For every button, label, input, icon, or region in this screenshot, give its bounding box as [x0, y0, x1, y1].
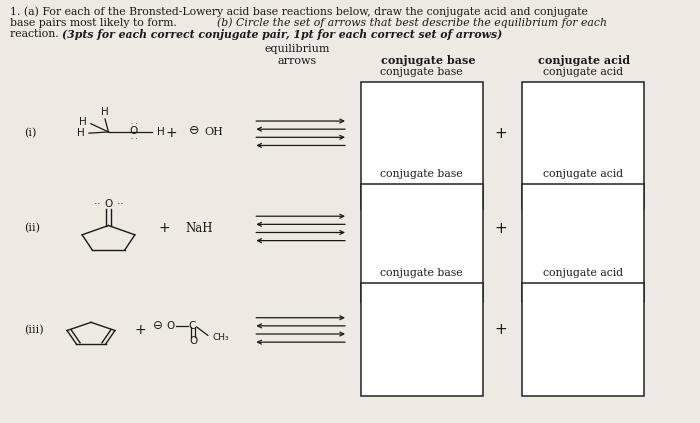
Text: base pairs most likely to form.: base pairs most likely to form. — [10, 18, 188, 28]
Text: NaH: NaH — [186, 222, 213, 235]
Bar — [522, 184, 644, 302]
Text: conjugate acid: conjugate acid — [538, 55, 631, 66]
Text: · ·: · · — [131, 136, 137, 142]
Text: O: O — [166, 321, 174, 331]
Text: OH: OH — [204, 127, 223, 137]
Text: O: O — [189, 335, 197, 346]
Text: ·: · — [94, 199, 98, 209]
Text: conjugate acid: conjugate acid — [542, 268, 623, 278]
Text: conjugate acid: conjugate acid — [542, 67, 623, 77]
Text: ·: · — [119, 199, 123, 209]
Text: ·: · — [116, 199, 120, 209]
Bar — [522, 283, 644, 396]
Bar — [522, 82, 644, 209]
Text: +: + — [134, 323, 146, 337]
Text: +: + — [494, 322, 507, 338]
Text: conjugate base: conjugate base — [380, 169, 463, 179]
Bar — [360, 82, 483, 209]
Text: H: H — [157, 127, 164, 137]
Text: CH₃: CH₃ — [212, 333, 229, 342]
Text: (3pts for each correct conjugate pair, 1pt for each correct set of arrows): (3pts for each correct conjugate pair, 1… — [62, 29, 502, 40]
Text: (iii): (iii) — [25, 325, 44, 335]
Text: H: H — [79, 118, 87, 127]
Text: 1. (a) For each of the Bronsted-Lowery acid base reactions below, draw the conju: 1. (a) For each of the Bronsted-Lowery a… — [10, 6, 589, 17]
Text: equilibrium
arrows: equilibrium arrows — [265, 44, 330, 66]
Text: (ii): (ii) — [25, 223, 41, 233]
Text: reaction.: reaction. — [10, 29, 62, 39]
Text: H: H — [77, 128, 85, 138]
Bar — [360, 283, 483, 396]
Text: (i): (i) — [25, 128, 37, 138]
Text: (b) Circle the set of arrows that best describe the equilibrium for each: (b) Circle the set of arrows that best d… — [217, 18, 607, 28]
Text: conjugate base: conjugate base — [380, 67, 463, 77]
Text: conjugate acid: conjugate acid — [542, 169, 623, 179]
Text: conjugate base: conjugate base — [380, 268, 463, 278]
Text: ⊖: ⊖ — [189, 124, 200, 137]
Text: · ·: · · — [131, 121, 137, 127]
Text: H: H — [101, 107, 109, 117]
Text: O: O — [130, 126, 138, 136]
Text: +: + — [159, 221, 170, 236]
Bar — [360, 184, 483, 302]
Text: C: C — [189, 321, 196, 331]
Text: O: O — [104, 199, 113, 209]
Text: ·: · — [97, 199, 101, 209]
Text: +: + — [494, 126, 507, 141]
Text: conjugate base: conjugate base — [381, 55, 476, 66]
Text: +: + — [166, 126, 177, 140]
Text: +: + — [494, 221, 507, 236]
Text: ⊖: ⊖ — [153, 319, 162, 332]
